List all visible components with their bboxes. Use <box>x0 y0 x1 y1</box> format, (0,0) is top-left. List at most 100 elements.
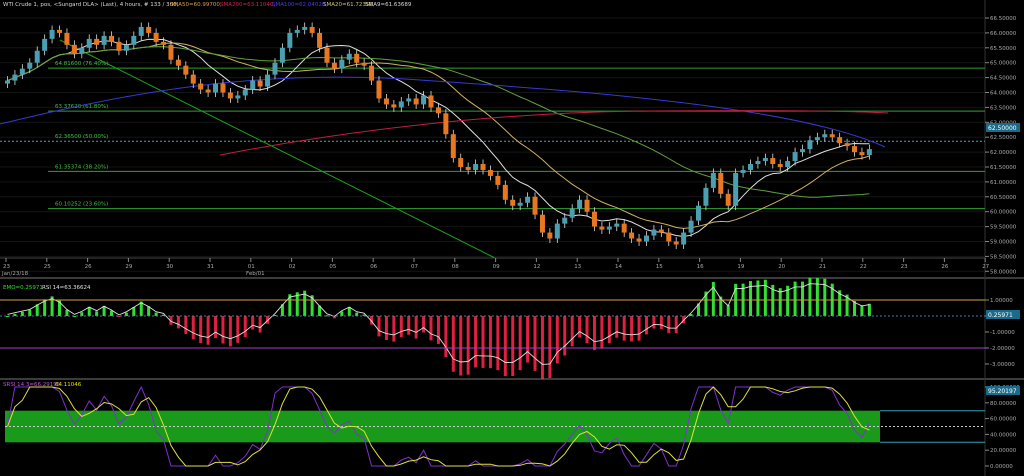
time-tick-label: 08 <box>452 264 459 270</box>
osc-bar <box>578 316 582 338</box>
candle-body <box>673 241 679 245</box>
candle-body <box>852 146 858 153</box>
osc-bar <box>555 316 559 364</box>
candle-body <box>777 164 783 167</box>
candle-body <box>621 223 627 233</box>
candle-body <box>710 172 716 188</box>
candle-body <box>71 44 77 54</box>
price-tick-label: 59.50000 <box>990 225 1017 231</box>
stoch-tick-label: 60.00000 <box>990 417 1017 423</box>
stoch-last-label: 95.20197 <box>988 388 1017 395</box>
candle-body <box>175 59 181 66</box>
candle-body <box>213 83 219 93</box>
trendline[interactable] <box>59 39 496 259</box>
candle-body <box>146 26 152 33</box>
osc-bar <box>459 316 463 376</box>
main-title-sma200: SMA200=63.11040, <box>220 2 275 8</box>
candle-body <box>629 232 635 239</box>
osc-bar <box>763 279 767 316</box>
price-tick-label: 58.50000 <box>990 254 1017 260</box>
osc-bar <box>451 316 455 372</box>
candle-body <box>205 89 211 93</box>
osc-bar <box>72 316 76 317</box>
osc-bar <box>585 316 589 344</box>
sma20-line <box>7 42 870 229</box>
candle-body <box>369 65 375 81</box>
candle-body <box>800 149 806 153</box>
osc-bar <box>340 311 344 316</box>
osc-bar <box>436 316 440 344</box>
candle-body <box>458 158 464 167</box>
fib-level-label: 60.10252 (23.60%) <box>55 202 108 208</box>
last-price-marker <box>986 123 1020 132</box>
descending-trendline[interactable] <box>59 39 496 259</box>
candle-body <box>525 196 531 203</box>
osc-bar <box>563 316 567 356</box>
time-tick-label: 07 <box>411 264 418 270</box>
osc-bar <box>132 306 136 316</box>
osc-bar <box>622 316 626 341</box>
candle-body <box>547 232 553 239</box>
candle-body <box>502 184 508 200</box>
time-tick-label: 26 <box>85 264 92 270</box>
price-tick-label: 64.00000 <box>990 91 1017 97</box>
osc-bar <box>503 316 507 377</box>
price-tick-label: 64.50000 <box>990 76 1017 82</box>
osc-bar <box>310 295 314 316</box>
osc-bar <box>570 316 574 347</box>
osc-bar <box>533 316 537 371</box>
stoch-tick-label: 80.00000 <box>990 401 1017 407</box>
candle-body <box>584 199 590 212</box>
osc-bar <box>228 316 232 347</box>
candle-body <box>391 104 397 108</box>
time-tick-label: 26 <box>941 264 948 270</box>
price-tick-label: 60.00000 <box>990 210 1017 216</box>
osc-bar <box>191 316 195 340</box>
candle-body <box>487 169 493 176</box>
time-tick-label: 01 <box>248 264 255 270</box>
stoch-d-line <box>7 386 870 467</box>
osc-bar <box>243 316 247 338</box>
sma9-line <box>7 38 870 238</box>
osc-bar <box>384 316 388 340</box>
osc-bar <box>251 316 255 330</box>
candle-body <box>354 53 360 63</box>
price-axis: 66.50000 66.00000 65.50000 65.00000 64.50000… <box>985 16 1017 275</box>
candle-body <box>421 95 427 105</box>
osc-bar <box>867 303 871 316</box>
osc-bar <box>801 281 805 316</box>
stoch-k-line <box>7 385 870 467</box>
candle-body <box>153 32 159 42</box>
osc-bar <box>696 303 700 316</box>
osc-bar <box>607 316 611 344</box>
candle-body <box>807 140 813 150</box>
osc-bar <box>199 316 203 344</box>
osc-bar <box>429 316 433 341</box>
candle-body <box>49 29 55 39</box>
candle-body <box>168 44 174 60</box>
osc-bar <box>117 316 121 317</box>
candle-body <box>376 80 382 99</box>
osc-bar <box>407 316 411 335</box>
osc-bar <box>399 316 403 338</box>
osc-bar <box>65 309 69 316</box>
candle-body <box>718 172 724 194</box>
price-tick-label: 61.50000 <box>990 165 1017 171</box>
last-price-label: 62.50000 <box>988 125 1017 132</box>
osc-bar <box>80 312 84 316</box>
osc-bar <box>444 316 448 358</box>
price-tick-label: 65.50000 <box>990 46 1017 52</box>
osc-tick-label: -3.00000 <box>990 362 1015 368</box>
osc-bar <box>43 299 47 316</box>
osc-bar <box>102 305 106 316</box>
candle-body <box>242 89 248 96</box>
candle-body <box>265 74 271 87</box>
fibonacci-levels[interactable]: 64.81600 (76.40%) 63.37620 (61.80%) 62.365… <box>0 61 985 210</box>
time-axis: 23 25 26 29 30 31 01 02 05 06 07 08 09 12 13 14 15 16 19 20… <box>0 257 990 270</box>
candle-body <box>109 35 115 42</box>
time-tick-label: 05 <box>329 264 336 270</box>
candlestick-series <box>5 22 872 249</box>
osc-bar <box>793 281 797 316</box>
osc-bar <box>652 316 656 329</box>
